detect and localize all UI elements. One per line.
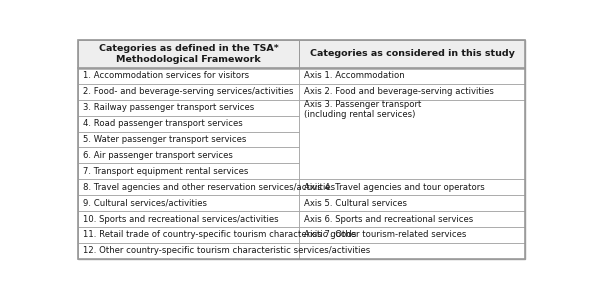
Bar	[299, 243, 525, 259]
Bar	[78, 243, 299, 259]
Bar	[78, 227, 299, 243]
Bar	[78, 84, 299, 100]
Bar	[78, 68, 299, 84]
Text: 12. Other country-specific tourism characteristic services/activities: 12. Other country-specific tourism chara…	[83, 246, 370, 255]
Bar	[299, 68, 525, 84]
Text: 6. Air passenger transport services: 6. Air passenger transport services	[83, 151, 233, 160]
Bar	[299, 84, 525, 100]
Text: 10. Sports and recreational services/activities: 10. Sports and recreational services/act…	[83, 215, 279, 223]
Bar	[78, 195, 299, 211]
Bar	[299, 211, 525, 227]
Bar	[78, 40, 299, 68]
Text: 4. Road passenger transport services: 4. Road passenger transport services	[83, 119, 243, 128]
Text: 2. Food- and beverage-serving services/activities: 2. Food- and beverage-serving services/a…	[83, 87, 293, 96]
Bar	[78, 179, 299, 195]
Text: 3. Railway passenger transport services: 3. Railway passenger transport services	[83, 103, 254, 112]
Text: 9. Cultural services/activities: 9. Cultural services/activities	[83, 199, 207, 207]
Text: Axis 1. Accommodation: Axis 1. Accommodation	[304, 71, 405, 80]
Bar	[78, 116, 299, 131]
Bar	[299, 179, 525, 195]
Text: 7. Transport equipment rental services: 7. Transport equipment rental services	[83, 167, 249, 176]
Text: 8. Travel agencies and other reservation services/activities: 8. Travel agencies and other reservation…	[83, 183, 335, 192]
Bar	[299, 227, 525, 243]
Text: Categories as considered in this study: Categories as considered in this study	[310, 49, 515, 59]
Text: Axis 3. Passenger transport
(including rental services): Axis 3. Passenger transport (including r…	[304, 99, 421, 119]
Bar	[299, 100, 525, 179]
Bar	[78, 211, 299, 227]
Text: 5. Water passenger transport services: 5. Water passenger transport services	[83, 135, 246, 144]
Text: Axis 5. Cultural services: Axis 5. Cultural services	[304, 199, 407, 207]
Bar	[78, 131, 299, 147]
Bar	[299, 195, 525, 211]
Text: Axis 2. Food and beverage-serving activities: Axis 2. Food and beverage-serving activi…	[304, 87, 494, 96]
Text: Axis 7. Other tourism-related services: Axis 7. Other tourism-related services	[304, 231, 466, 239]
Text: Axis 4. Travel agencies and tour operators: Axis 4. Travel agencies and tour operato…	[304, 183, 485, 192]
Bar	[78, 163, 299, 179]
Text: Categories as defined in the TSA*
Methodological Framework: Categories as defined in the TSA* Method…	[99, 44, 279, 64]
Text: 1. Accommodation services for visitors: 1. Accommodation services for visitors	[83, 71, 249, 80]
Bar	[78, 147, 299, 163]
Text: 11. Retail trade of country-specific tourism characteristic goods: 11. Retail trade of country-specific tou…	[83, 231, 356, 239]
Bar	[299, 40, 525, 68]
Bar	[78, 100, 299, 116]
Text: Axis 6. Sports and recreational services: Axis 6. Sports and recreational services	[304, 215, 473, 223]
